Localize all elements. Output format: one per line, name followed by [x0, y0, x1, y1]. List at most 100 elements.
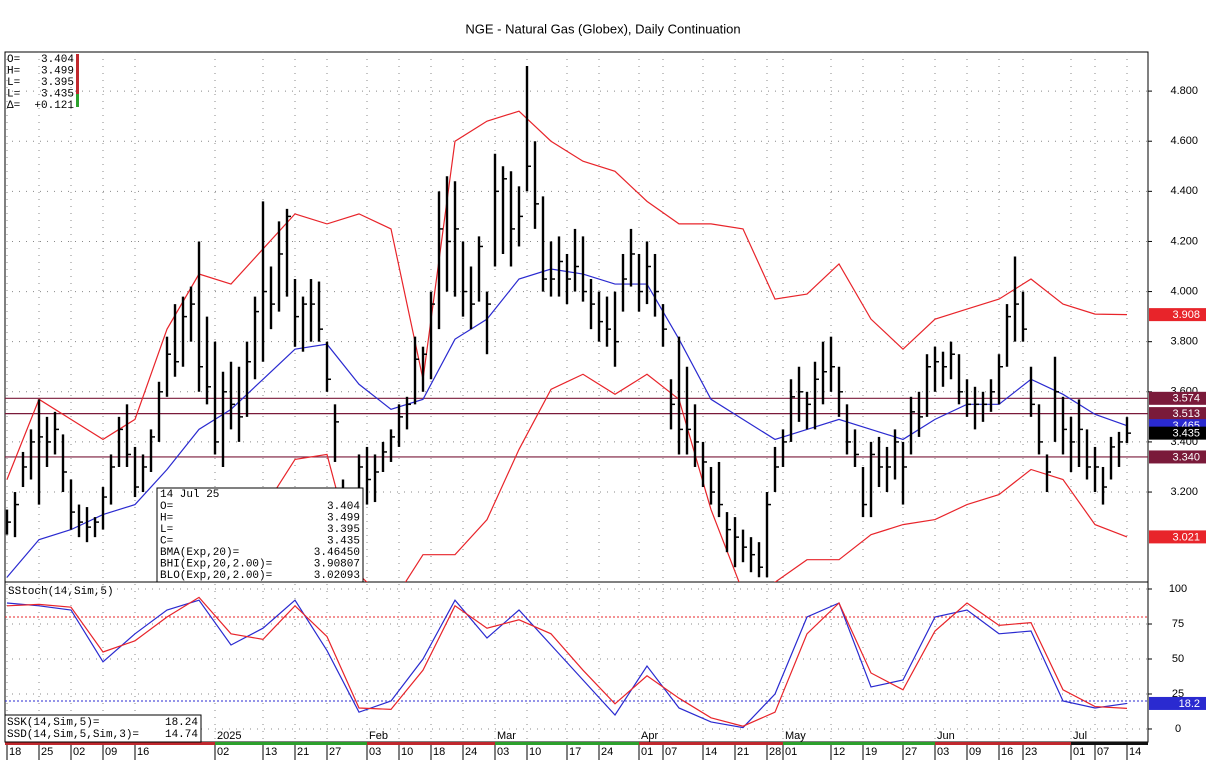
- x-tick-label: 14: [705, 746, 717, 758]
- value-marker-label: 3.340: [1172, 451, 1200, 463]
- value-marker: [1149, 450, 1206, 464]
- x-tick-label: 03: [369, 746, 381, 758]
- x-tick-label: 16: [137, 746, 149, 758]
- x-tick-label: 19: [865, 746, 877, 758]
- x-tick-label: 03: [497, 746, 509, 758]
- x-tick-label: 28: [769, 746, 781, 758]
- x-tick-label: 01: [641, 746, 653, 758]
- quote-indicator: [76, 54, 79, 94]
- x-tick-label: 18: [433, 746, 445, 758]
- y-tick-label: 25: [1172, 688, 1184, 700]
- value-marker: [1149, 530, 1206, 544]
- date-strip: [215, 742, 367, 745]
- x-tick-label: 03: [937, 746, 949, 758]
- value-marker-label: 3.021: [1172, 531, 1200, 543]
- quote-label: O=: [7, 54, 20, 66]
- x-tick-label: 12: [833, 746, 845, 758]
- x-tick-label: 09: [105, 746, 117, 758]
- x-tick-label: 16: [1001, 746, 1013, 758]
- x-tick-label: 24: [465, 746, 477, 758]
- month-label: Jun: [937, 730, 955, 742]
- x-tick-label: 18: [9, 746, 21, 758]
- readout-value: 18.24: [165, 717, 198, 729]
- month-label: Feb: [369, 730, 388, 742]
- plot-area: [5, 66, 1148, 582]
- x-tick-label: 10: [529, 746, 541, 758]
- info-value: 3.90807: [314, 558, 360, 570]
- x-tick-label: 10: [401, 746, 413, 758]
- x-tick-label: 13: [265, 746, 277, 758]
- month-label: Jul: [1073, 730, 1087, 742]
- value-marker-label: 3.908: [1172, 309, 1200, 321]
- quote-value: 3.435: [41, 88, 74, 100]
- quote-label: Δ=: [7, 100, 20, 112]
- quote-indicator: [76, 94, 79, 107]
- month-label: 2025: [217, 730, 241, 742]
- x-tick-label: 07: [1097, 746, 1109, 758]
- y-tick-label: 75: [1172, 618, 1184, 630]
- value-marker: [1149, 696, 1206, 710]
- month-label: May: [785, 730, 806, 742]
- x-tick-label: 07: [665, 746, 677, 758]
- x-tick-label: 25: [41, 746, 53, 758]
- date-strip: [367, 742, 495, 745]
- info-value: 3.395: [327, 524, 360, 536]
- readout-box: [4, 714, 202, 743]
- y-tick-label: 4.200: [1170, 235, 1198, 247]
- readout-label: SSD(14,Sim,5,Sim,3)=: [7, 729, 139, 741]
- info-label: C=: [160, 535, 173, 547]
- chart-title: NGE - Natural Gas (Globex), Daily Contin…: [465, 21, 740, 36]
- date-strip: [639, 742, 783, 745]
- y-tick-label: 100: [1169, 583, 1187, 595]
- value-marker: [1149, 391, 1206, 405]
- y-tick-label: 3.800: [1170, 336, 1198, 348]
- quote-label: H=: [7, 65, 20, 77]
- value-marker: [1149, 426, 1206, 440]
- y-tick-label: 3.200: [1170, 486, 1198, 498]
- info-value: 3.46450: [314, 547, 360, 559]
- info-label: BMA(Exp,20)=: [160, 547, 239, 559]
- info-value: 3.435: [327, 535, 360, 547]
- info-label: BLO(Exp,20,2.00)=: [160, 570, 272, 582]
- info-label: H=: [160, 512, 173, 524]
- x-tick-label: 27: [329, 746, 341, 758]
- readout-label: SSK(14,Sim,5)=: [7, 717, 99, 729]
- x-tick-label: 21: [297, 746, 309, 758]
- quote-value: +0.121: [34, 100, 74, 112]
- info-value: 3.02093: [314, 570, 360, 582]
- info-box: [156, 487, 364, 583]
- date-strip: [783, 742, 935, 745]
- y-tick-label: 4.600: [1170, 135, 1198, 147]
- month-label: Apr: [641, 730, 658, 742]
- x-tick-label: 17: [569, 746, 581, 758]
- x-tick-label: 01: [785, 746, 797, 758]
- x-tick-label: 21: [737, 746, 749, 758]
- value-marker-label: 18.2: [1179, 698, 1200, 710]
- info-label: L=: [160, 524, 173, 536]
- quote-value: 3.499: [41, 65, 74, 77]
- info-label: BHI(Exp,20,2.00)=: [160, 558, 272, 570]
- indicator-line: [6, 596, 1128, 727]
- indicator-line: [6, 110, 1128, 480]
- y-tick-label: 4.000: [1170, 285, 1198, 297]
- quote-label: L=: [7, 88, 20, 100]
- plot-area: [5, 588, 1148, 730]
- x-tick-label: 24: [601, 746, 613, 758]
- value-marker: [1149, 308, 1206, 322]
- info-value: 3.499: [327, 512, 360, 524]
- x-tick-label: 27: [905, 746, 917, 758]
- info-date: 14 Jul 25: [160, 489, 219, 501]
- date-strip: [5, 742, 215, 745]
- y-tick-label: 4.400: [1170, 185, 1198, 197]
- value-marker-label: 3.435: [1172, 428, 1200, 440]
- quote-label: L=: [7, 77, 20, 89]
- date-strip: [495, 742, 639, 745]
- month-label: Mar: [497, 730, 516, 742]
- indicator-line: [6, 599, 1128, 729]
- value-marker-label: 3.574: [1172, 393, 1200, 405]
- value-marker: [1149, 407, 1206, 421]
- date-strip: [935, 742, 1071, 745]
- y-tick-label: 50: [1172, 653, 1184, 665]
